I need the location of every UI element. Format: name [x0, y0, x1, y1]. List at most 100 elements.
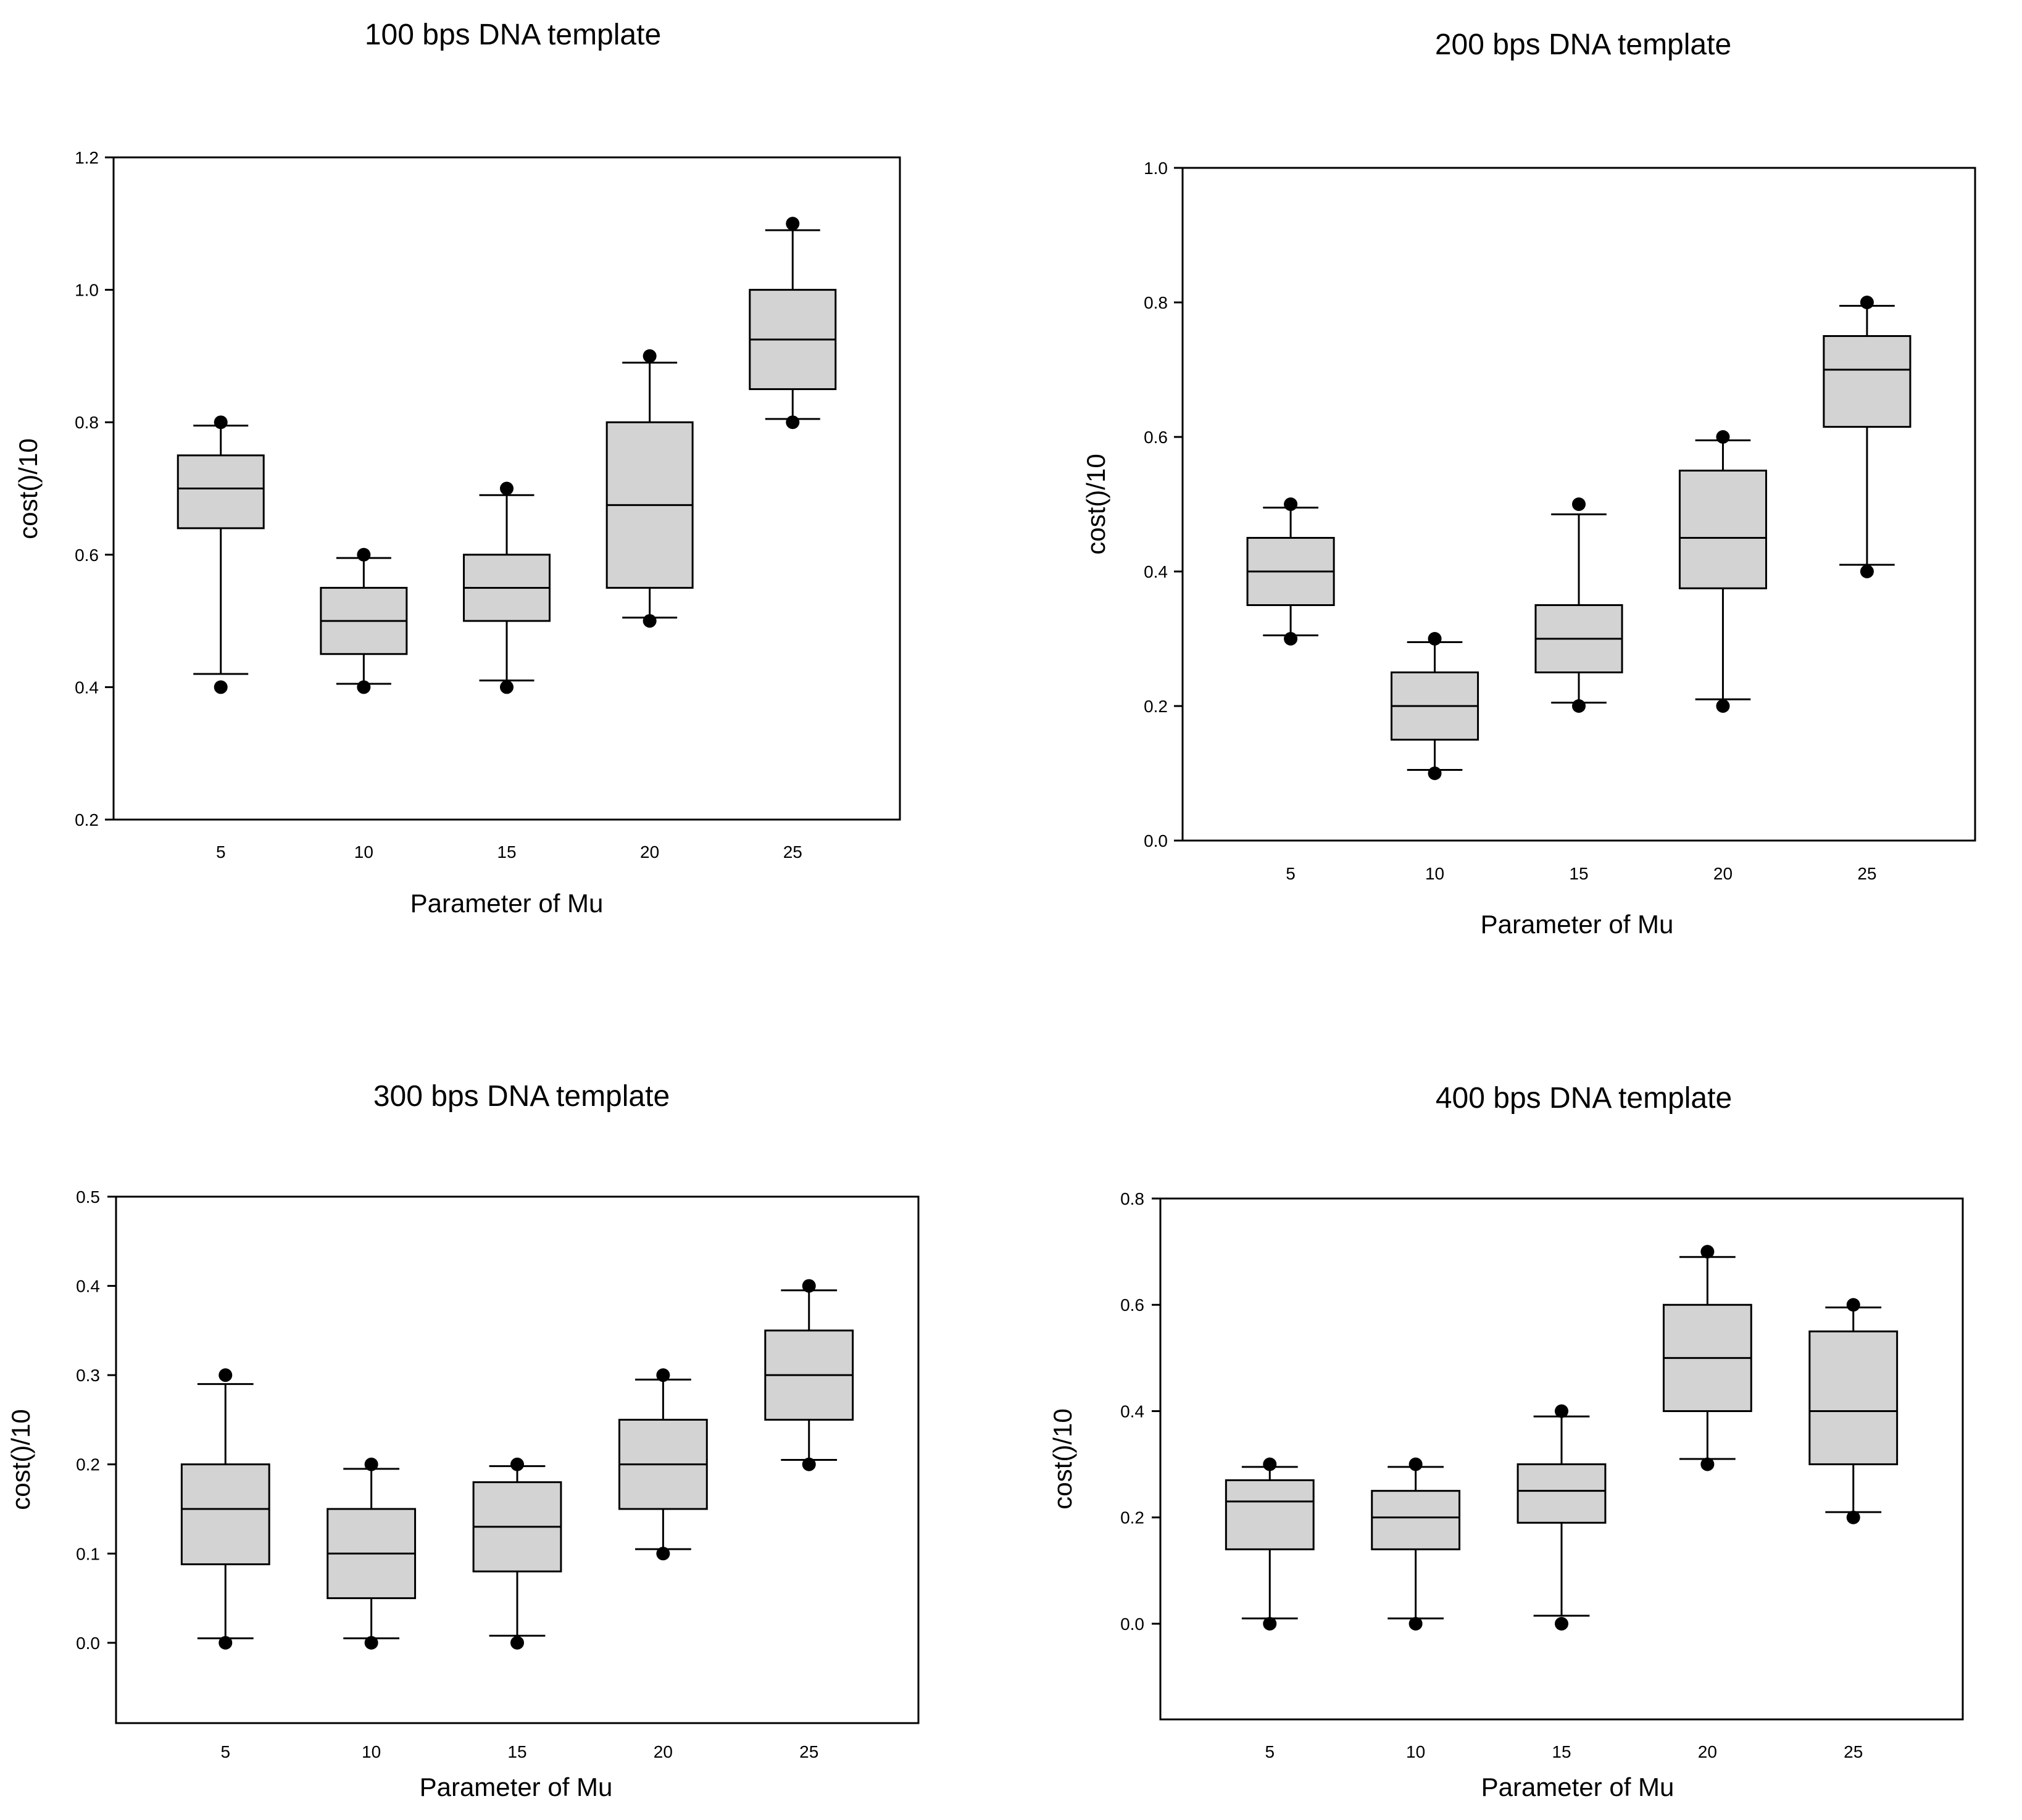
box-group: 5	[1246, 497, 1335, 883]
y-axis-label: cost()/10	[1081, 454, 1110, 554]
outlier-point	[500, 680, 514, 694]
outlier-point	[218, 1635, 233, 1650]
box-group: 25	[1823, 296, 1912, 883]
y-tick-label: 0.2	[1120, 1508, 1144, 1527]
outlier-point	[656, 1368, 670, 1382]
x-tick-label: 10	[1425, 864, 1444, 883]
box-group: 25	[749, 217, 837, 862]
x-axis-label: Parameter of Mu	[1481, 1772, 1675, 1801]
x-tick-label: 15	[1552, 1742, 1571, 1761]
outlier-point	[1846, 1510, 1860, 1524]
outlier-point	[1284, 497, 1298, 511]
box-group: 10	[320, 547, 408, 862]
outlier-point	[1700, 1245, 1715, 1259]
x-tick-label: 10	[354, 842, 373, 862]
outlier-point	[802, 1279, 816, 1293]
box-group: 15	[1534, 497, 1623, 883]
x-axis-label: Parameter of Mu	[420, 1772, 613, 1801]
y-tick-label: 0.8	[1144, 293, 1168, 312]
box-group: 5	[180, 1368, 270, 1761]
box-group: 15	[1516, 1404, 1607, 1761]
outlier-point	[357, 547, 371, 562]
outlier-point	[214, 415, 228, 430]
y-axis-label: cost()/10	[6, 1409, 35, 1510]
outlier-point	[786, 415, 800, 430]
box-group: 20	[1662, 1245, 1752, 1761]
chart-title: 300 bps DNA template	[373, 1080, 670, 1113]
outlier-point	[364, 1635, 378, 1650]
outlier-point	[1716, 430, 1730, 444]
y-tick-label: 0.0	[1144, 831, 1168, 850]
box	[180, 1463, 270, 1566]
box	[1808, 1330, 1899, 1466]
y-axis-label: cost()/10	[1048, 1408, 1077, 1509]
box	[1678, 470, 1767, 589]
outlier-point	[1700, 1457, 1715, 1471]
x-axis-label: Parameter of Mu	[410, 889, 604, 918]
box	[1823, 335, 1912, 428]
x-axis-label: Parameter of Mu	[1481, 910, 1674, 939]
y-tick-label: 0.4	[1144, 562, 1168, 581]
y-tick-label: 0.3	[76, 1366, 100, 1385]
chart-panel-3: 300 bps DNA template Parameter of Mu cost(…	[6, 1080, 920, 1801]
box-group: 15	[472, 1457, 562, 1761]
chart-panel-2: 200 bps DNA template Parameter of Mu cost(…	[1081, 28, 1976, 939]
box-group: 20	[618, 1368, 708, 1761]
chart-title: 100 bps DNA template	[365, 19, 661, 51]
outlier-point	[364, 1457, 378, 1471]
x-tick-label: 25	[1844, 1742, 1863, 1761]
outlier-point	[1263, 1457, 1277, 1471]
outlier-point	[643, 349, 657, 363]
outlier-point	[510, 1635, 524, 1650]
box-group: 10	[1371, 1457, 1461, 1761]
y-tick-label: 0.2	[75, 810, 99, 829]
y-tick-label: 0.1	[76, 1544, 100, 1563]
y-tick-label: 1.2	[75, 148, 99, 167]
outlier-point	[357, 680, 371, 694]
y-tick-label: 0.6	[1144, 428, 1168, 447]
outlier-point	[802, 1457, 816, 1471]
x-tick-label: 10	[1406, 1742, 1425, 1761]
x-tick-label: 5	[1265, 1742, 1275, 1761]
y-tick-label: 0.6	[1120, 1295, 1144, 1315]
outlier-point	[1860, 296, 1874, 309]
y-tick-label: 0.4	[75, 678, 99, 697]
box-group: 15	[463, 481, 551, 862]
box	[1516, 1463, 1607, 1524]
outlier-point	[1263, 1616, 1277, 1631]
x-tick-label: 25	[799, 1742, 818, 1761]
box	[1225, 1479, 1315, 1550]
box-group: 25	[764, 1279, 854, 1761]
outlier-point	[510, 1457, 524, 1471]
x-tick-label: 20	[640, 842, 659, 862]
y-tick-label: 0.6	[75, 546, 99, 565]
plot-frame	[115, 1195, 920, 1724]
y-tick-label: 1.0	[1144, 159, 1168, 178]
x-tick-label: 15	[507, 1742, 526, 1761]
x-tick-label: 25	[783, 842, 802, 862]
outlier-point	[500, 481, 514, 496]
x-tick-label: 15	[497, 842, 516, 862]
y-tick-label: 0.4	[76, 1277, 100, 1296]
x-tick-label: 5	[1286, 864, 1296, 883]
chart-title: 400 bps DNA template	[1436, 1082, 1732, 1115]
outlier-point	[1555, 1404, 1568, 1418]
y-tick-label: 0.4	[1120, 1402, 1144, 1421]
y-tick-label: 0.2	[1144, 697, 1168, 716]
box-group: 20	[1678, 430, 1767, 883]
outlier-point	[1860, 565, 1874, 578]
outlier-point	[1716, 699, 1730, 713]
plot-frame	[1159, 1197, 1964, 1721]
x-tick-label: 5	[216, 842, 226, 862]
outlier-point	[1846, 1298, 1860, 1312]
y-tick-label: 0.8	[1120, 1189, 1144, 1208]
chart-title: 200 bps DNA template	[1435, 28, 1731, 61]
y-tick-label: 0.0	[76, 1634, 100, 1653]
y-tick-label: 0.5	[76, 1187, 100, 1207]
y-tick-label: 0.8	[75, 413, 99, 432]
box-group: 10	[1391, 632, 1479, 883]
outlier-point	[1572, 497, 1586, 511]
box-group: 5	[177, 415, 265, 862]
x-tick-label: 10	[362, 1742, 381, 1761]
